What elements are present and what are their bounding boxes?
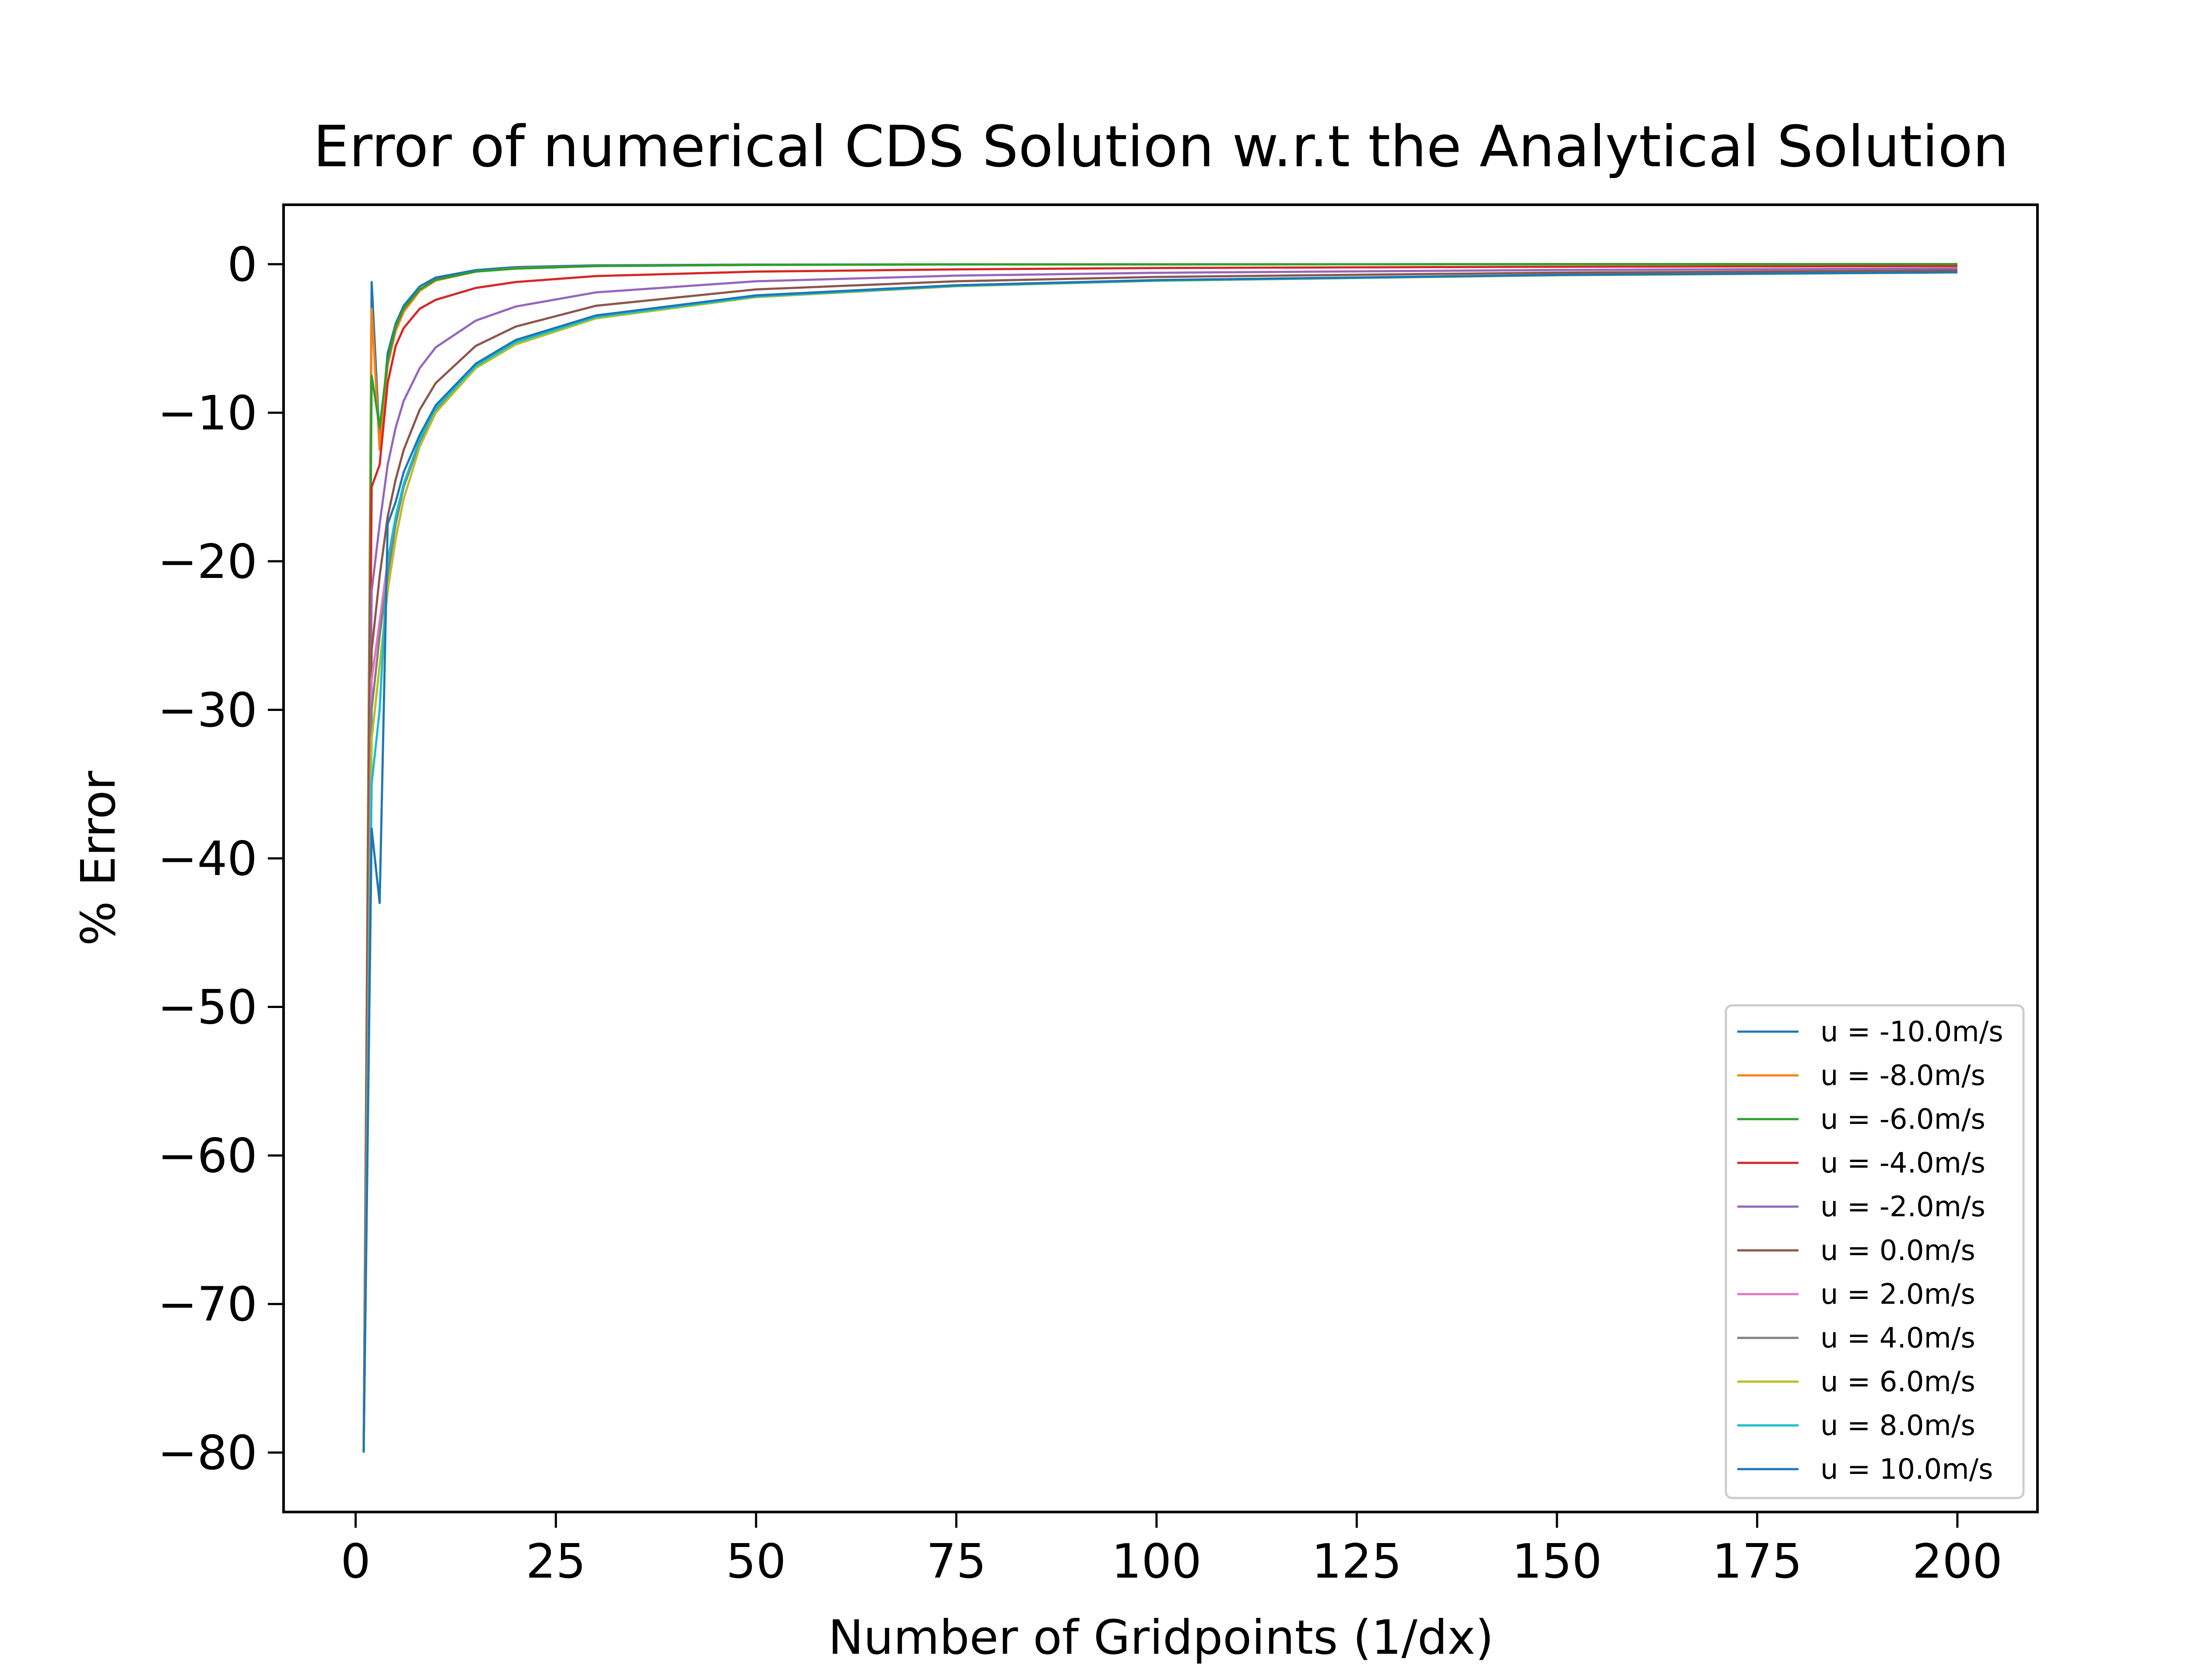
x-axis-ticks: 0 25 50 75 100 125 150 175 200 (340, 1512, 2002, 1589)
x-axis-label: Number of Gridpoints (1/dx) (828, 1610, 1494, 1665)
legend-label: u = 10.0m/s (1820, 1453, 1993, 1486)
legend-label: u = -2.0m/s (1820, 1191, 1985, 1223)
legend-frame (1725, 1004, 2025, 1499)
series-line-2 (362, 263, 1957, 1453)
series-line-3 (362, 265, 1958, 1453)
x-tick-label: 150 (1512, 1534, 1602, 1589)
x-tick-label: 175 (1712, 1534, 1802, 1589)
y-axis-label: % Error (71, 770, 126, 946)
x-tick-label: 125 (1311, 1534, 1402, 1589)
legend-label: u = -8.0m/s (1820, 1060, 1985, 1092)
y-tick-label: 0 (227, 238, 257, 292)
legend: u = -10.0m/s u = -8.0m/s u = -6.0m/s u = -4… (1725, 1004, 2025, 1499)
series-line-10 (362, 271, 1958, 1453)
x-tick-label: 25 (526, 1534, 586, 1589)
legend-label: u = 6.0m/s (1820, 1366, 1975, 1398)
y-axis-ticks: 0 −10 −20 −30 −40 −50 −60 −70 −80 (158, 238, 284, 1480)
legend-label: u = 4.0m/s (1820, 1322, 1975, 1354)
y-tick-label: −30 (158, 683, 257, 738)
x-tick-label: 200 (1912, 1534, 2002, 1589)
chart-title: Error of numerical CDS Solution w.r.t th… (313, 113, 2009, 180)
y-tick-label: −50 (158, 980, 257, 1035)
x-tick-label: 75 (926, 1534, 986, 1589)
x-tick-label: 50 (726, 1534, 786, 1589)
y-tick-label: −20 (158, 535, 257, 589)
y-tick-label: −10 (158, 386, 257, 441)
legend-label: u = -6.0m/s (1820, 1103, 1985, 1136)
series-line-5 (362, 269, 1958, 1453)
x-tick-label: 0 (340, 1534, 371, 1589)
legend-label: u = -10.0m/s (1820, 1016, 2003, 1048)
plot-series (362, 263, 1958, 1453)
series-line-4 (362, 267, 1958, 1453)
legend-label: u = 0.0m/s (1820, 1235, 1975, 1267)
legend-label: u = -4.0m/s (1820, 1147, 1985, 1180)
y-tick-label: −80 (158, 1426, 257, 1480)
x-tick-label: 100 (1112, 1534, 1202, 1589)
y-tick-label: −40 (158, 832, 257, 886)
y-tick-label: −70 (158, 1278, 257, 1332)
y-tick-label: −60 (158, 1129, 257, 1183)
legend-label: u = 8.0m/s (1820, 1410, 1975, 1442)
legend-label: u = 2.0m/s (1820, 1278, 1975, 1311)
